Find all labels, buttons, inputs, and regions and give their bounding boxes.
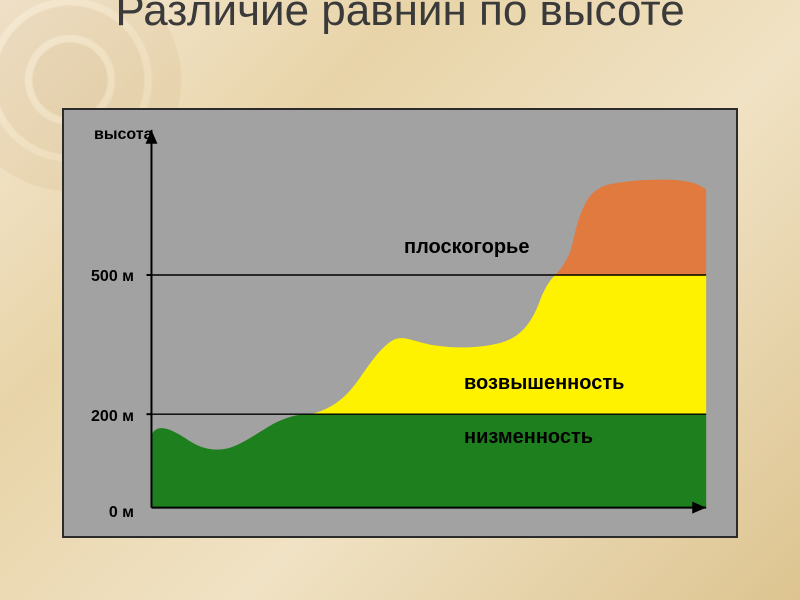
page-title: Различие равнин по высоте (0, 0, 800, 34)
zone-label-upland: возвышенность (464, 372, 624, 395)
zone-низменность (151, 414, 706, 507)
elevation-chart: высота 500 м 200 м 0 м плоскогорье возвы… (62, 108, 738, 538)
chart-svg (64, 110, 736, 537)
y-tick-500: 500 м (78, 268, 134, 286)
zone-label-plateau: плоскогорье (404, 236, 529, 259)
y-axis-label: высота (94, 126, 153, 144)
y-tick-0: 0 м (92, 504, 134, 522)
zone-label-lowland: низменность (464, 426, 593, 449)
zone-плоскогорье (151, 180, 706, 275)
y-tick-200: 200 м (78, 408, 134, 426)
